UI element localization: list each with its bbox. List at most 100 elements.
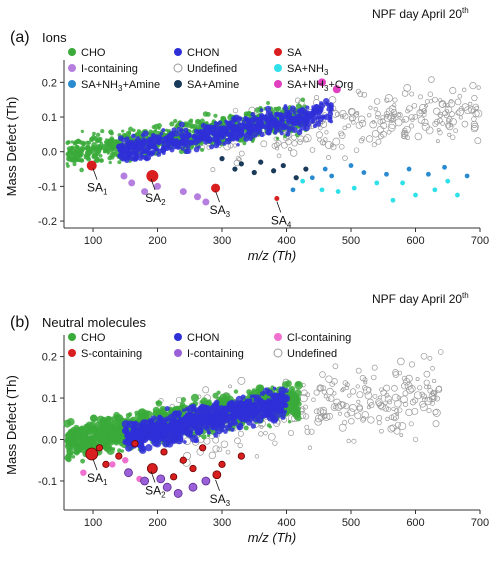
undefined-point (302, 136, 309, 143)
chon-point (169, 147, 175, 153)
chon-point (151, 438, 160, 447)
undefined-point (349, 114, 357, 122)
sa-nh3-amine-point (322, 166, 328, 172)
undefined-point (424, 103, 428, 108)
undefined-point (476, 85, 481, 90)
cho-point (212, 392, 219, 399)
s-containing-point (131, 440, 139, 448)
chon-point (223, 429, 228, 434)
undefined-point (357, 115, 366, 123)
undefined-point (426, 396, 433, 403)
undefined-point (340, 388, 345, 393)
undefined-point (362, 385, 368, 391)
undefined-point (412, 397, 419, 404)
chon-point (170, 430, 176, 436)
chon-point (185, 147, 192, 155)
undefined-point (258, 431, 264, 437)
undefined-point (346, 123, 351, 129)
undefined-point (449, 98, 454, 104)
chon-point (216, 143, 220, 147)
cho-point (155, 400, 160, 405)
y-tick-label: 0.1 (42, 393, 57, 405)
chon-point (278, 114, 285, 120)
chon-point (164, 140, 169, 144)
undefined-point (392, 113, 397, 118)
legend-label: CHON (187, 47, 219, 59)
chon-point (253, 134, 258, 138)
undefined-point (455, 110, 461, 116)
s-containing-point (237, 452, 245, 460)
undefined-point (328, 96, 337, 104)
legend-label: Undefined (287, 348, 337, 360)
undefined-point (371, 119, 376, 124)
cho-point (95, 430, 105, 439)
undefined-point (439, 101, 446, 108)
chon-point (190, 403, 197, 410)
cho-point (136, 129, 141, 134)
panel-label: (a) (10, 29, 30, 46)
chon-point (163, 439, 168, 443)
undefined-point (390, 115, 397, 122)
undefined-point (362, 377, 368, 383)
undefined-point (403, 125, 411, 134)
legend-label: SA (287, 47, 302, 59)
i-containing-point (201, 476, 211, 486)
undefined-point (365, 135, 374, 143)
undefined-point (474, 109, 483, 118)
chon-point (289, 105, 296, 112)
chon-point (140, 143, 144, 147)
cho-point (66, 140, 71, 145)
chon-point (241, 414, 250, 423)
cho-point (87, 140, 92, 145)
chon-point (279, 403, 285, 409)
chon-point (181, 416, 188, 423)
undefined-point (376, 415, 383, 422)
chon-point (292, 121, 297, 127)
chon-point (266, 412, 271, 417)
cho-point (98, 153, 103, 158)
cho-point (233, 389, 239, 394)
undefined-point (342, 113, 349, 120)
undefined-point (391, 385, 398, 392)
undefined-point (338, 130, 345, 137)
chon-point (282, 396, 287, 400)
cho-point (131, 128, 136, 133)
undefined-point (333, 398, 341, 406)
chon-point (323, 113, 330, 120)
chon-point (274, 398, 281, 405)
undefined-point (392, 97, 398, 103)
chon-point (286, 127, 292, 133)
undefined-point (323, 137, 328, 142)
cho-point (88, 149, 92, 153)
sa-nh3-point (455, 192, 460, 198)
x-tick-label: 400 (277, 235, 295, 247)
undefined-point (268, 433, 276, 441)
undefined-point (315, 131, 323, 139)
i-containing-point (140, 476, 150, 486)
chon-point (314, 104, 320, 110)
annotation-leader (276, 201, 282, 213)
undefined-point (237, 442, 243, 449)
cho-point (95, 132, 101, 138)
undefined-point (288, 147, 292, 152)
undefined-point (436, 127, 441, 132)
legend-label: S-containing (81, 348, 142, 360)
chon-point (186, 132, 190, 136)
cho-point (101, 143, 106, 148)
undefined-point (427, 355, 433, 361)
cho-point (78, 151, 84, 157)
cho-point (200, 397, 208, 405)
cho-point (201, 434, 207, 440)
cho-point (90, 149, 97, 155)
chon-point (275, 409, 280, 415)
chon-point (199, 421, 206, 427)
chon-point (283, 123, 287, 128)
undefined-point (445, 118, 451, 124)
chon-point (138, 152, 144, 157)
undefined-point (474, 137, 482, 145)
undefined-point (208, 451, 217, 460)
cho-point (295, 381, 301, 387)
chon-point (250, 405, 257, 412)
undefined-point (367, 416, 375, 424)
undefined-point (399, 433, 404, 437)
